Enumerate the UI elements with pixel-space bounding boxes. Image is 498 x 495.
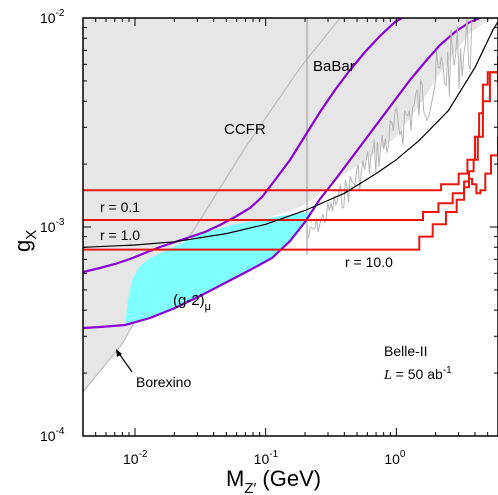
luminosity-label: L = 50 ab-1	[383, 365, 452, 383]
series-r-0.1	[83, 71, 498, 192]
x-tick-label: 10-1	[254, 449, 279, 467]
series-r-1.0	[83, 57, 498, 221]
y-tick-label: 10-3	[40, 217, 65, 235]
r-10.0-label: r = 10.0	[345, 254, 393, 270]
luminosity-symbol: L	[383, 368, 392, 383]
y-tick-label: 10-2	[40, 8, 65, 26]
g2-band	[125, 212, 312, 326]
y-axis-title: gX	[10, 230, 40, 252]
g2-upper-boundary	[83, 18, 403, 274]
g2-label-main: (g-2)	[173, 292, 205, 309]
babar-label: BaBar	[313, 58, 355, 75]
g2-label-sub: μ	[205, 301, 211, 313]
r-0.1-label: r = 0.1	[100, 199, 140, 215]
series-r-10.0	[83, 136, 498, 251]
g2-lower-boundary	[83, 18, 481, 330]
luminosity-value: = 50 ab	[392, 366, 443, 382]
belle-ii-label: Belle-II	[384, 343, 428, 359]
series-black-curve	[83, 21, 498, 248]
y-axis-title-main: g	[10, 240, 35, 252]
y-axis-title-sub: X	[23, 230, 40, 240]
x-axis-title-main: M	[226, 466, 244, 491]
babar-limit-curve	[306, 18, 473, 255]
x-axis-title-unit: (GeV)	[256, 466, 321, 491]
tick-layer: 10-2 10-1 100 10-4 10-3 10-2	[40, 8, 498, 467]
x-axis-title-sub: Z′	[244, 480, 256, 495]
x-axis-title: MZ′ (GeV)	[226, 466, 321, 495]
x-tick-label: 100	[384, 449, 406, 467]
borexino-arrow-head	[116, 349, 122, 357]
g2-label: (g-2)μ	[173, 292, 211, 313]
borexino-edge-line	[83, 18, 341, 393]
y-tick-label: 10-4	[40, 426, 65, 444]
plot-area	[83, 18, 498, 436]
r-1.0-label: r = 1.0	[100, 227, 140, 243]
series-layer	[83, 21, 498, 251]
borexino-arrow-line	[117, 351, 133, 373]
excluded-region	[83, 18, 498, 392]
ccfr-label: CCFR	[224, 121, 266, 138]
x-tick-label: 10-2	[123, 449, 148, 467]
luminosity-exp: -1	[443, 365, 452, 376]
borexino-label: Borexino	[136, 374, 191, 390]
